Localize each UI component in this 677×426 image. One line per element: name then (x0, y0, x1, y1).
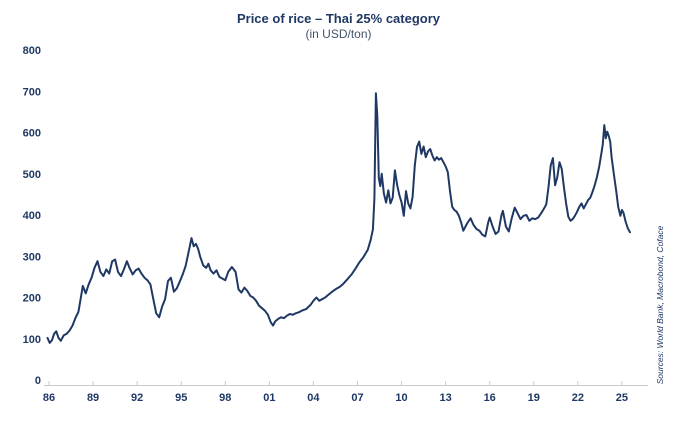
x-axis-label: 95 (175, 392, 187, 404)
x-axis-label: 01 (263, 392, 275, 404)
y-axis-label: 600 (23, 128, 41, 140)
y-axis-label: 100 (23, 334, 41, 346)
y-axis-label: 0 (35, 375, 41, 387)
x-axis-label: 10 (395, 392, 407, 404)
source-note: Sources: World Bank, Macrobond, Coface (655, 225, 665, 385)
x-axis-label: 86 (43, 392, 55, 404)
y-axis-label: 800 (23, 45, 41, 57)
x-axis-label: 19 (528, 392, 540, 404)
y-axis-label: 700 (23, 86, 41, 98)
x-axis-label: 22 (572, 392, 584, 404)
chart-subtitle: (in USD/ton) (305, 27, 372, 41)
x-axis-label: 07 (351, 392, 363, 404)
x-axis-label: 04 (307, 392, 320, 404)
chart-title: Price of rice – Thai 25% category (236, 11, 441, 26)
x-axis-label: 92 (131, 392, 143, 404)
y-axis-label: 500 (23, 169, 41, 181)
y-axis-label: 300 (23, 251, 41, 263)
x-axis-label: 13 (440, 392, 452, 404)
x-axis-label: 16 (484, 392, 496, 404)
y-axis-label: 200 (23, 293, 41, 305)
x-axis-label: 89 (87, 392, 99, 404)
x-axis-label: 25 (616, 392, 628, 404)
price-line (46, 92, 631, 344)
y-axis-label: 400 (23, 210, 41, 222)
x-axis-label: 98 (219, 392, 231, 404)
